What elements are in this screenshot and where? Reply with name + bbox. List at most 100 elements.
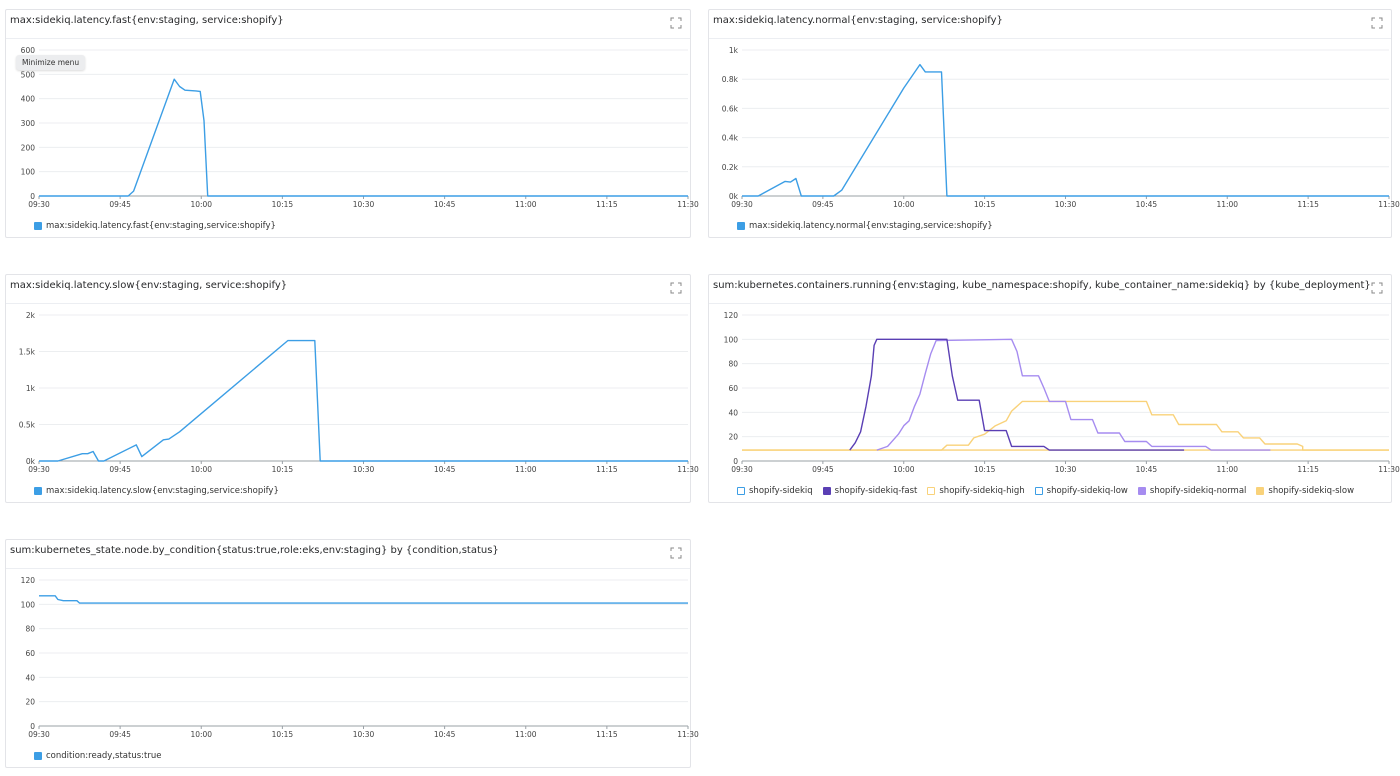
x-tick-label: 09:30 (731, 200, 753, 209)
legend-swatch (34, 487, 42, 495)
y-tick-label: 100 (21, 600, 36, 609)
series-line (876, 338, 1271, 451)
x-tick-label: 09:45 (109, 465, 131, 474)
series-line (39, 78, 688, 197)
x-tick-label: 09:30 (28, 465, 50, 474)
legend-item[interactable]: max:sidekiq.latency.fast{env:staging,ser… (34, 221, 276, 231)
legend-item[interactable]: shopify-sidekiq-slow (1256, 486, 1354, 496)
x-tick-label: 10:00 (190, 465, 212, 474)
y-tick-label: 0.5k (19, 421, 36, 430)
panel-title: sum:kubernetes_state.node.by_condition{s… (10, 545, 499, 556)
legend-item[interactable]: max:sidekiq.latency.slow{env:staging,ser… (34, 486, 279, 496)
legend-item[interactable]: condition:ready,status:true (34, 751, 161, 761)
expand-icon[interactable] (670, 547, 682, 559)
legend-swatch (737, 487, 745, 495)
legend-item[interactable]: max:sidekiq.latency.normal{env:staging,s… (737, 221, 993, 231)
legend-swatch (34, 752, 42, 760)
legend-item[interactable]: shopify-sidekiq-high (927, 486, 1025, 496)
chart-legend: max:sidekiq.latency.normal{env:staging,s… (737, 221, 993, 231)
legend-swatch (1137, 487, 1146, 495)
expand-icon[interactable] (670, 282, 682, 294)
legend-item[interactable]: shopify-sidekiq-fast (822, 486, 917, 496)
series-line (849, 338, 1185, 451)
chart-containers-running: 0 20 40 60 80 100 120 09:30 09:45 10:00 10:15 10:30… (724, 311, 1400, 474)
y-tick-label: 60 (728, 384, 738, 393)
x-tick-label: 10:15 (974, 200, 996, 209)
panel-header: max:sidekiq.latency.fast{env:staging, se… (6, 10, 690, 39)
chart-legend: condition:ready,status:true (34, 751, 161, 761)
x-tick-label: 11:15 (1297, 465, 1319, 474)
x-tick-label: 10:00 (893, 200, 915, 209)
x-tick-label: 11:00 (515, 730, 537, 739)
x-tick-label: 11:30 (677, 730, 699, 739)
y-tick-label: 0.8k (722, 75, 739, 84)
x-tick-label: 11:00 (1216, 200, 1238, 209)
x-tick-label: 11:15 (596, 465, 618, 474)
legend-label: shopify-sidekiq-low (1046, 486, 1128, 496)
y-tick-label: 400 (21, 95, 36, 104)
x-tick-label: 10:45 (434, 200, 456, 209)
y-tick-label: 0k (26, 457, 36, 466)
x-tick-label: 10:45 (1136, 465, 1158, 474)
legend-item[interactable]: shopify-sidekiq-normal (1137, 486, 1247, 496)
panel-containers-running: sum:kubernetes.containers.running{env:st… (708, 274, 1400, 503)
x-tick-label: 11:15 (596, 200, 618, 209)
y-tick-label: 100 (724, 335, 739, 344)
expand-icon[interactable] (1371, 17, 1383, 29)
legend-swatch (34, 222, 42, 230)
y-tick-label: 120 (724, 311, 739, 320)
y-tick-label: 1.5k (19, 348, 36, 357)
chart-legend: max:sidekiq.latency.slow{env:staging,ser… (34, 486, 279, 496)
chart-legend: max:sidekiq.latency.fast{env:staging,ser… (34, 221, 276, 231)
x-tick-label: 11:00 (1216, 465, 1238, 474)
expand-icon[interactable] (670, 17, 682, 29)
x-tick-label: 10:15 (272, 200, 294, 209)
y-tick-label: 20 (728, 433, 738, 442)
y-tick-label: 0.4k (722, 134, 739, 143)
y-tick-label: 2k (26, 311, 36, 320)
chart-node-condition: 0 20 40 60 80 100 120 09:30 09:45 10:00 10:15 10:30… (21, 576, 699, 739)
y-tick-label: 1k (26, 384, 36, 393)
panel-latency-slow: max:sidekiq.latency.slow{env:staging, se… (5, 274, 699, 503)
y-tick-label: 300 (21, 119, 36, 128)
y-tick-label: 1k (729, 46, 739, 55)
x-tick-label: 09:30 (28, 730, 50, 739)
x-tick-label: 11:15 (1297, 200, 1319, 209)
x-tick-label: 10:00 (893, 465, 915, 474)
y-tick-label: 80 (728, 360, 738, 369)
y-tick-label: 60 (25, 649, 35, 658)
minimize-menu-tooltip: Minimize menu (16, 55, 86, 70)
legend-label: max:sidekiq.latency.normal{env:staging,s… (749, 221, 993, 231)
x-tick-label: 10:45 (1136, 200, 1158, 209)
x-tick-label: 11:30 (1378, 465, 1400, 474)
panel-title: max:sidekiq.latency.slow{env:staging, se… (10, 280, 288, 291)
legend-item[interactable]: shopify-sidekiq (737, 486, 813, 496)
y-tick-label: 600 (21, 46, 36, 55)
y-tick-label: 20 (25, 698, 35, 707)
y-tick-label: 40 (728, 408, 738, 417)
panel-title: sum:kubernetes.containers.running{env:st… (713, 280, 1371, 291)
panel-title: max:sidekiq.latency.fast{env:staging, se… (10, 15, 284, 26)
y-tick-label: 0 (30, 192, 35, 201)
legend-item[interactable]: shopify-sidekiq-low (1034, 486, 1128, 496)
x-tick-label: 10:30 (1055, 465, 1077, 474)
x-tick-label: 09:45 (109, 730, 131, 739)
x-tick-label: 10:30 (353, 200, 375, 209)
chart-latency-normal: 0k 0.2k 0.4k 0.6k 0.8k 1k 09:30 09:45 10:00 10:15… (722, 46, 1400, 209)
x-tick-label: 11:30 (677, 200, 699, 209)
x-tick-label: 09:30 (731, 465, 753, 474)
x-tick-label: 09:45 (812, 465, 834, 474)
y-tick-label: 200 (21, 143, 36, 152)
y-tick-label: 40 (25, 673, 35, 682)
x-tick-label: 09:45 (812, 200, 834, 209)
series-line (742, 63, 1389, 197)
expand-icon[interactable] (1371, 282, 1383, 294)
panel-node-condition: sum:kubernetes_state.node.by_condition{s… (5, 539, 699, 768)
legend-label: shopify-sidekiq-normal (1149, 486, 1247, 496)
x-tick-label: 11:30 (677, 465, 699, 474)
legend-swatch (737, 222, 745, 230)
x-tick-label: 10:00 (190, 730, 212, 739)
panel-header: sum:kubernetes_state.node.by_condition{s… (6, 540, 690, 569)
series-line (742, 400, 1389, 451)
y-tick-label: 80 (25, 625, 35, 634)
